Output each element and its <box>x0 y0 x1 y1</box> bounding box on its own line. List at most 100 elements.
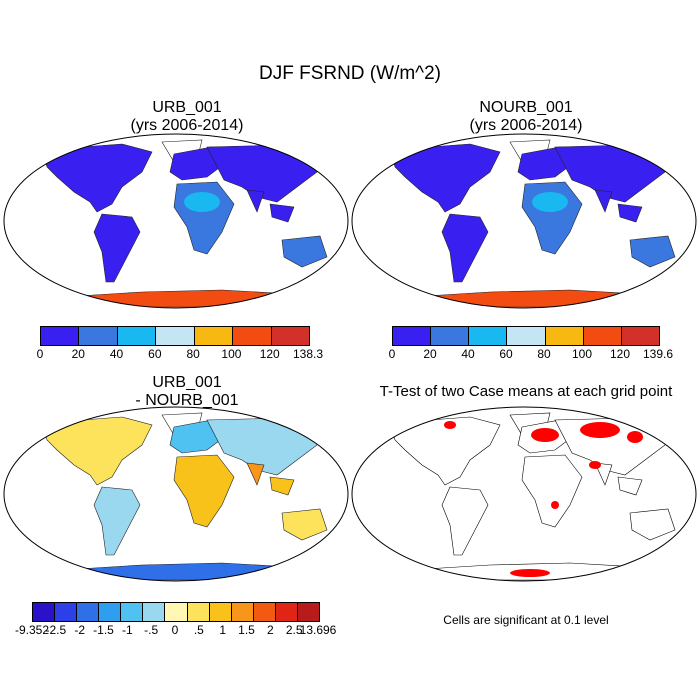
map-frame <box>351 133 697 309</box>
significant-cell-patch <box>551 501 559 509</box>
map-nourb <box>351 133 697 309</box>
continent-africa <box>173 454 235 528</box>
colorbar-urb <box>40 326 310 346</box>
panel-diff-title: URB_001 - NOURB_001 <box>26 374 348 410</box>
continent-namerica <box>389 143 501 213</box>
colorbar-tick-label: 20 <box>71 347 85 361</box>
colorbar-swatch <box>271 327 309 345</box>
continent-australia <box>281 235 328 268</box>
colorbar-tick-label: 120 <box>259 347 280 361</box>
colorbar-swatch <box>393 327 432 345</box>
colorbar-swatch <box>507 327 546 345</box>
colorbar-swatch <box>99 603 122 621</box>
colorbar-nourb-ticks: 0 20 40 60 80 100 120 139.6 <box>388 347 673 361</box>
panel-ttest-title: T-Test of two Case means at each grid po… <box>379 383 673 400</box>
colorbar-nourb <box>392 326 660 346</box>
colorbar-tick-label: 80 <box>186 347 200 361</box>
colorbar-tick-label: 138.3 <box>292 347 324 361</box>
significant-cell-patch <box>589 461 601 469</box>
continent-seasia <box>269 476 295 496</box>
colorbar-swatch <box>55 603 78 621</box>
panel-nourb-title: NOURB_001 (yrs 2006-2014) <box>352 99 700 135</box>
continent-samerica <box>441 486 489 556</box>
colorbar-tick-label: .5 <box>193 623 204 637</box>
continent-australia <box>629 235 676 268</box>
colorbar-tick-label: -2.5 <box>45 623 67 637</box>
colorbar-tick-label: 60 <box>148 347 162 361</box>
colorbar-swatch <box>231 603 254 621</box>
continent-samerica <box>93 486 141 556</box>
sahara-patch <box>184 192 220 212</box>
colorbar-swatch <box>143 603 166 621</box>
colorbar-tick-label: 80 <box>537 347 551 361</box>
panel-nourb-title-line2: (yrs 2006-2014) <box>469 117 583 134</box>
colorbar-swatch <box>121 603 144 621</box>
colorbar-swatch <box>165 603 188 621</box>
continent-india <box>594 462 613 486</box>
colorbar-tick-label: 139.6 <box>642 347 674 361</box>
ttest-note: Cells are significant at 0.1 level <box>443 613 609 627</box>
panel-nourb-title-line1: NOURB_001 <box>479 99 573 116</box>
significant-cell-patch <box>627 431 643 443</box>
colorbar-swatch <box>41 327 80 345</box>
continent-africa <box>521 454 583 528</box>
colorbar-swatch <box>187 603 210 621</box>
colorbar-tick-label: 0 <box>36 347 44 361</box>
map-frame <box>3 133 349 309</box>
colorbar-tick-label: -.5 <box>144 623 159 637</box>
map-frame <box>3 406 349 582</box>
continent-namerica <box>41 143 153 213</box>
continent-india <box>594 189 613 213</box>
colorbar-tick-label: 20 <box>423 347 437 361</box>
continent-samerica <box>441 213 489 283</box>
colorbar-swatch <box>233 327 272 345</box>
colorbar-swatch <box>621 327 659 345</box>
colorbar-swatch <box>33 603 56 621</box>
map-ttest <box>351 406 697 582</box>
colorbar-tick-label: 0 <box>171 623 179 637</box>
colorbar-diff-ticks: -9.352 -2.5 -2 -1.5 -1 -.5 0 .5 1 1.5 2 2.5 13.696 <box>15 623 336 637</box>
continent-seasia <box>617 476 643 496</box>
colorbar-swatch <box>297 603 320 621</box>
continent-seasia <box>269 203 295 223</box>
colorbar-tick-label: 40 <box>461 347 475 361</box>
colorbar-urb-ticks: 0 20 40 60 80 100 120 138.3 <box>36 347 323 361</box>
colorbar-tick-label: 1 <box>219 623 226 637</box>
main-title: DJF FSRND (W/m^2) <box>258 63 441 84</box>
colorbar-swatch <box>209 603 232 621</box>
colorbar-tick-label: 2.5 <box>285 623 303 637</box>
panel-urb-title: URB_001 (yrs 2006-2014) <box>26 99 348 135</box>
colorbar-tick-label: 100 <box>571 347 593 361</box>
colorbar-tick-label: 13.696 <box>299 623 337 637</box>
significant-cell-patch <box>531 428 559 442</box>
colorbar-swatch <box>469 327 508 345</box>
continent-india <box>246 189 265 213</box>
colorbar-swatch <box>156 327 195 345</box>
colorbar-swatch <box>79 327 118 345</box>
panel-diff-title-line2: - NOURB_001 <box>135 392 239 409</box>
continent-namerica <box>41 416 153 486</box>
panel-urb-title-line2: (yrs 2006-2014) <box>130 117 244 134</box>
continent-australia <box>629 508 676 541</box>
colorbar-tick-label: -1 <box>121 623 133 637</box>
map-diff <box>3 406 349 582</box>
colorbar-swatch <box>253 603 276 621</box>
continent-samerica <box>93 213 141 283</box>
colorbar-tick-label: 2 <box>266 623 274 637</box>
colorbar-tick-label: 1.5 <box>238 623 255 637</box>
sahara-patch <box>532 192 568 212</box>
colorbar-tick-label: 60 <box>499 347 513 361</box>
colorbar-tick-label: 40 <box>109 347 124 361</box>
colorbar-swatch <box>77 603 100 621</box>
colorbar-tick-label: -9.352 <box>14 623 50 637</box>
colorbar-swatch <box>194 327 234 345</box>
colorbar-swatch <box>431 327 470 345</box>
colorbar-swatch <box>545 327 584 345</box>
colorbar-tick-label: -2 <box>74 623 85 637</box>
significant-cell-patch <box>510 569 550 577</box>
colorbar-tick-label: 120 <box>609 347 631 361</box>
colorbar-tick-label: 0 <box>388 347 396 361</box>
continent-namerica <box>389 416 501 486</box>
colorbar-swatch <box>117 327 157 345</box>
colorbar-diff <box>32 602 320 622</box>
